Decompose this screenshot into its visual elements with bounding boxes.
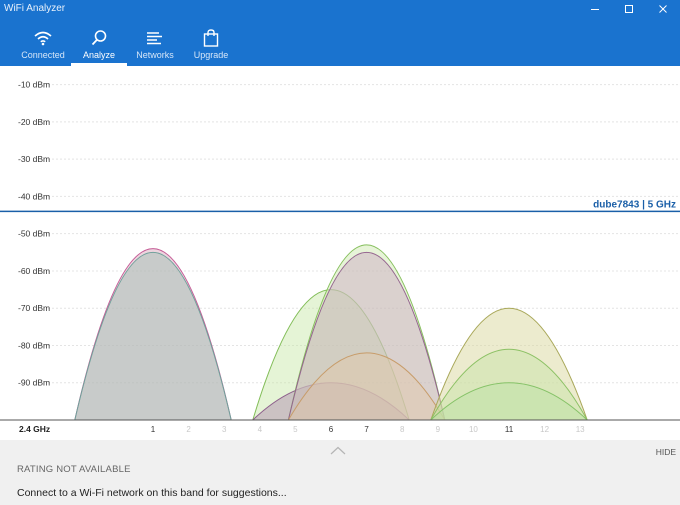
- x-tick-label: 11: [505, 425, 514, 434]
- y-tick-label: -10 dBm: [18, 80, 50, 90]
- rating-status: RATING NOT AVAILABLE: [17, 464, 131, 475]
- wifi-icon: [34, 31, 52, 46]
- search-icon: [91, 30, 107, 46]
- title-bar: WiFi Analyzer Connected: [0, 0, 680, 66]
- x-tick-label: 13: [576, 425, 585, 434]
- x-tick-label: 4: [258, 425, 263, 434]
- tab-analyze-label: Analyze: [82, 50, 116, 60]
- tab-networks-label: Networks: [136, 50, 174, 60]
- close-button[interactable]: [646, 0, 680, 18]
- network-signal-curve[interactable]: [287, 352, 446, 421]
- y-tick-label: -40 dBm: [18, 191, 50, 201]
- tab-connected[interactable]: Connected: [15, 24, 71, 66]
- maximize-icon: [625, 5, 633, 13]
- app-title: WiFi Analyzer: [4, 3, 66, 14]
- suggestion-text: Connect to a Wi-Fi network on this band …: [17, 487, 287, 499]
- nav-tabs: Connected Analyze Networks: [15, 24, 239, 66]
- x-tick-label: 1: [151, 425, 156, 434]
- shopping-bag-icon: [203, 29, 219, 47]
- x-tick-label: 12: [540, 425, 549, 434]
- minimize-button[interactable]: [578, 0, 612, 18]
- maximize-button[interactable]: [612, 0, 646, 18]
- y-tick-label: -90 dBm: [18, 378, 50, 388]
- x-tick-label: 6: [329, 425, 334, 434]
- tab-upgrade-label: Upgrade: [193, 50, 229, 60]
- suggestion-panel: HIDE RATING NOT AVAILABLE Connect to a W…: [0, 440, 680, 505]
- window-controls: [578, 0, 680, 18]
- x-tick-label: 7: [364, 425, 369, 434]
- chevron-up-icon[interactable]: [330, 446, 346, 455]
- network-signal-curve[interactable]: [429, 382, 589, 421]
- network-signal-curve[interactable]: [287, 244, 446, 421]
- y-tick-label: -20 dBm: [18, 117, 50, 127]
- network-signal-curve[interactable]: [74, 252, 232, 421]
- y-tick-label: -30 dBm: [18, 154, 50, 164]
- x-tick-label: 5: [293, 425, 298, 434]
- list-icon: [147, 32, 162, 45]
- x-tick-label: 3: [222, 425, 227, 434]
- network-signal-curve[interactable]: [251, 382, 411, 421]
- network-signal-curve[interactable]: [429, 348, 589, 421]
- x-tick-label: 8: [400, 425, 405, 434]
- x-tick-label: 2: [186, 425, 191, 434]
- tab-networks[interactable]: Networks: [127, 24, 183, 66]
- tab-upgrade[interactable]: Upgrade: [183, 24, 239, 66]
- y-tick-label: -50 dBm: [18, 229, 50, 239]
- close-icon: [659, 5, 667, 13]
- minimize-icon: [591, 9, 599, 10]
- network-signal-curve[interactable]: [252, 289, 410, 421]
- x-tick-label: 9: [436, 425, 441, 434]
- tab-connected-label: Connected: [21, 50, 65, 60]
- y-tick-label: -70 dBm: [18, 303, 50, 313]
- y-tick-label: -60 dBm: [18, 266, 50, 276]
- band-label: 2.4 GHz: [19, 424, 50, 434]
- tab-analyze[interactable]: Analyze: [71, 24, 127, 66]
- y-tick-label: -80 dBm: [18, 340, 50, 350]
- hide-button[interactable]: HIDE: [655, 447, 676, 457]
- x-tick-label: 10: [469, 425, 478, 434]
- signal-chart: -10 dBm -20 dBm -30 dBm -40 dBm -50 dBm -60 d…: [0, 80, 680, 434]
- network-signal-curve[interactable]: [287, 252, 446, 421]
- reference-line-label[interactable]: dube7843 | 5 GHz: [593, 199, 676, 210]
